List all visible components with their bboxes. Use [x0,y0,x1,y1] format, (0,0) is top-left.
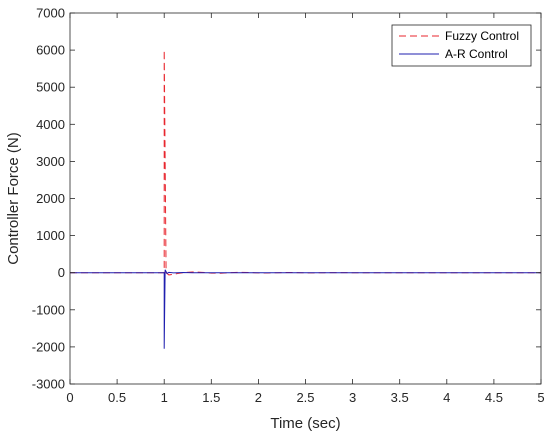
legend-box [391,24,532,67]
y-tick-label: 7000 [36,6,65,21]
x-tick-label: 2 [255,390,262,405]
plot-background [70,13,541,384]
x-axis-label: Time (sec) [270,415,340,432]
x-tick-label: 0 [66,390,73,405]
x-tick-label: 1 [161,390,168,405]
x-tick-label: 4.5 [485,390,503,405]
legend-label-a-r-control: A-R Control [445,47,508,61]
y-tick-label: 5000 [36,80,65,95]
x-tick-label: 3.5 [391,390,409,405]
x-tick-label: 1.5 [202,390,220,405]
y-tick-label: 4000 [36,117,65,132]
y-tick-label: 0 [58,265,65,280]
y-tick-label: -3000 [32,377,65,392]
x-tick-label: 5 [537,390,544,405]
ticks-layer: 0 0.5 1 1.5 2 2.5 3 3.5 4 4.5 5 -3000 -2000 -1000 0 100… [32,6,545,406]
series-layer [70,50,541,349]
y-tick-label: 1000 [36,228,65,243]
y-tick-label: 2000 [36,191,65,206]
x-tick-label: 0.5 [108,390,126,405]
legend-label-fuzzy-control: Fuzzy Control [445,29,519,43]
x-tick-label: 3 [349,390,356,405]
y-axis-label: Controller Force (N) [5,132,22,265]
y-tick-label: 6000 [36,43,65,58]
y-tick-label: 3000 [36,154,65,169]
x-tick-label: 4 [443,390,450,405]
series-line-a-r-control [70,269,541,349]
y-tick-label: -2000 [32,339,65,354]
y-tick-label: -1000 [32,302,65,317]
x-tick-label: 2.5 [296,390,314,405]
legend: Fuzzy Control A-R Control [391,24,532,67]
